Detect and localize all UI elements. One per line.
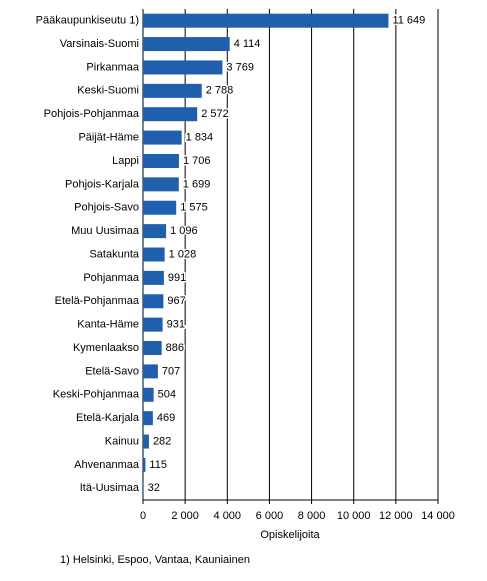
y-tick-label: Keski-Suomi bbox=[77, 85, 139, 97]
y-tick-label: Satakunta bbox=[89, 248, 139, 260]
bar bbox=[143, 153, 179, 168]
value-label: 967 bbox=[167, 295, 185, 307]
y-tick-label: Kanta-Häme bbox=[77, 319, 139, 331]
bar bbox=[143, 60, 223, 75]
y-tick-label: Päijät-Häme bbox=[78, 132, 139, 144]
x-tick-label: 10 000 bbox=[337, 510, 371, 522]
y-tick-label: Itä-Uusimaa bbox=[80, 482, 140, 494]
value-label: 1 096 bbox=[170, 225, 198, 237]
x-tick-label: 0 bbox=[140, 510, 146, 522]
value-label: 886 bbox=[166, 342, 184, 354]
y-tick-label: Muu Uusimaa bbox=[71, 225, 140, 237]
value-label: 4 114 bbox=[234, 38, 261, 50]
value-label: 11 649 bbox=[392, 15, 425, 27]
value-label: 931 bbox=[167, 319, 185, 331]
x-tick-label: 12 000 bbox=[379, 510, 413, 522]
y-tick-label: Lappi bbox=[112, 155, 139, 167]
x-tick-label: 4 000 bbox=[214, 510, 242, 522]
x-tick-label: 14 000 bbox=[421, 510, 455, 522]
bar bbox=[143, 130, 182, 145]
x-axis-label: Opiskelijoita bbox=[260, 529, 320, 541]
value-label: 32 bbox=[148, 482, 160, 494]
value-label: 2 572 bbox=[201, 108, 229, 120]
bar bbox=[143, 411, 153, 426]
value-label: 469 bbox=[157, 412, 175, 424]
bar bbox=[143, 37, 230, 52]
bar bbox=[143, 457, 146, 472]
y-tick-label: Pirkanmaa bbox=[86, 61, 139, 73]
y-tick-label: Etelä-Savo bbox=[85, 365, 139, 377]
y-tick-label: Kainuu bbox=[105, 435, 139, 447]
value-label: 707 bbox=[162, 365, 180, 377]
bar bbox=[143, 387, 154, 402]
bar bbox=[143, 434, 149, 449]
value-label: 991 bbox=[168, 272, 186, 284]
x-tick-label: 8 000 bbox=[298, 510, 326, 522]
y-tick-label: Pohjois-Karjala bbox=[65, 178, 140, 190]
y-tick-label: Pohjanmaa bbox=[83, 272, 140, 284]
bar bbox=[143, 13, 389, 28]
bar bbox=[143, 83, 202, 98]
bar bbox=[143, 294, 164, 309]
value-label: 2 788 bbox=[206, 85, 234, 97]
value-label: 1 575 bbox=[180, 202, 208, 214]
value-label: 504 bbox=[158, 389, 176, 401]
bar bbox=[143, 247, 165, 262]
bar bbox=[143, 177, 179, 192]
y-tick-label: Ahvenanmaa bbox=[74, 459, 140, 471]
y-tick-label: Etelä-Karjala bbox=[76, 412, 140, 424]
bar bbox=[143, 200, 177, 215]
y-tick-label: Keski-Pohjanmaa bbox=[53, 389, 140, 401]
x-tick-label: 2 000 bbox=[171, 510, 199, 522]
bar bbox=[143, 107, 198, 122]
y-tick-label: Etelä-Pohjanmaa bbox=[55, 295, 140, 307]
value-label: 3 769 bbox=[226, 61, 254, 73]
footnote: 1) Helsinki, Espoo, Vantaa, Kauniainen bbox=[60, 554, 250, 566]
bar bbox=[143, 481, 144, 496]
value-label: 1 699 bbox=[183, 178, 211, 190]
x-tick-label: 6 000 bbox=[256, 510, 284, 522]
bar bbox=[143, 364, 158, 379]
bar bbox=[143, 224, 167, 239]
bar bbox=[143, 317, 163, 332]
bar bbox=[143, 270, 164, 285]
value-label: 282 bbox=[153, 435, 171, 447]
value-label: 115 bbox=[149, 459, 167, 471]
y-tick-label: Pääkaupunkiseutu 1) bbox=[36, 15, 139, 27]
value-label: 1 834 bbox=[186, 132, 214, 144]
y-tick-label: Kymenlaakso bbox=[73, 342, 139, 354]
value-label: 1 028 bbox=[169, 248, 197, 260]
bar bbox=[143, 341, 162, 356]
value-label: 1 706 bbox=[183, 155, 211, 167]
y-tick-label: Pohjois-Savo bbox=[74, 202, 139, 214]
y-tick-label: Varsinais-Suomi bbox=[60, 38, 139, 50]
y-tick-label: Pohjois-Pohjanmaa bbox=[44, 108, 140, 120]
